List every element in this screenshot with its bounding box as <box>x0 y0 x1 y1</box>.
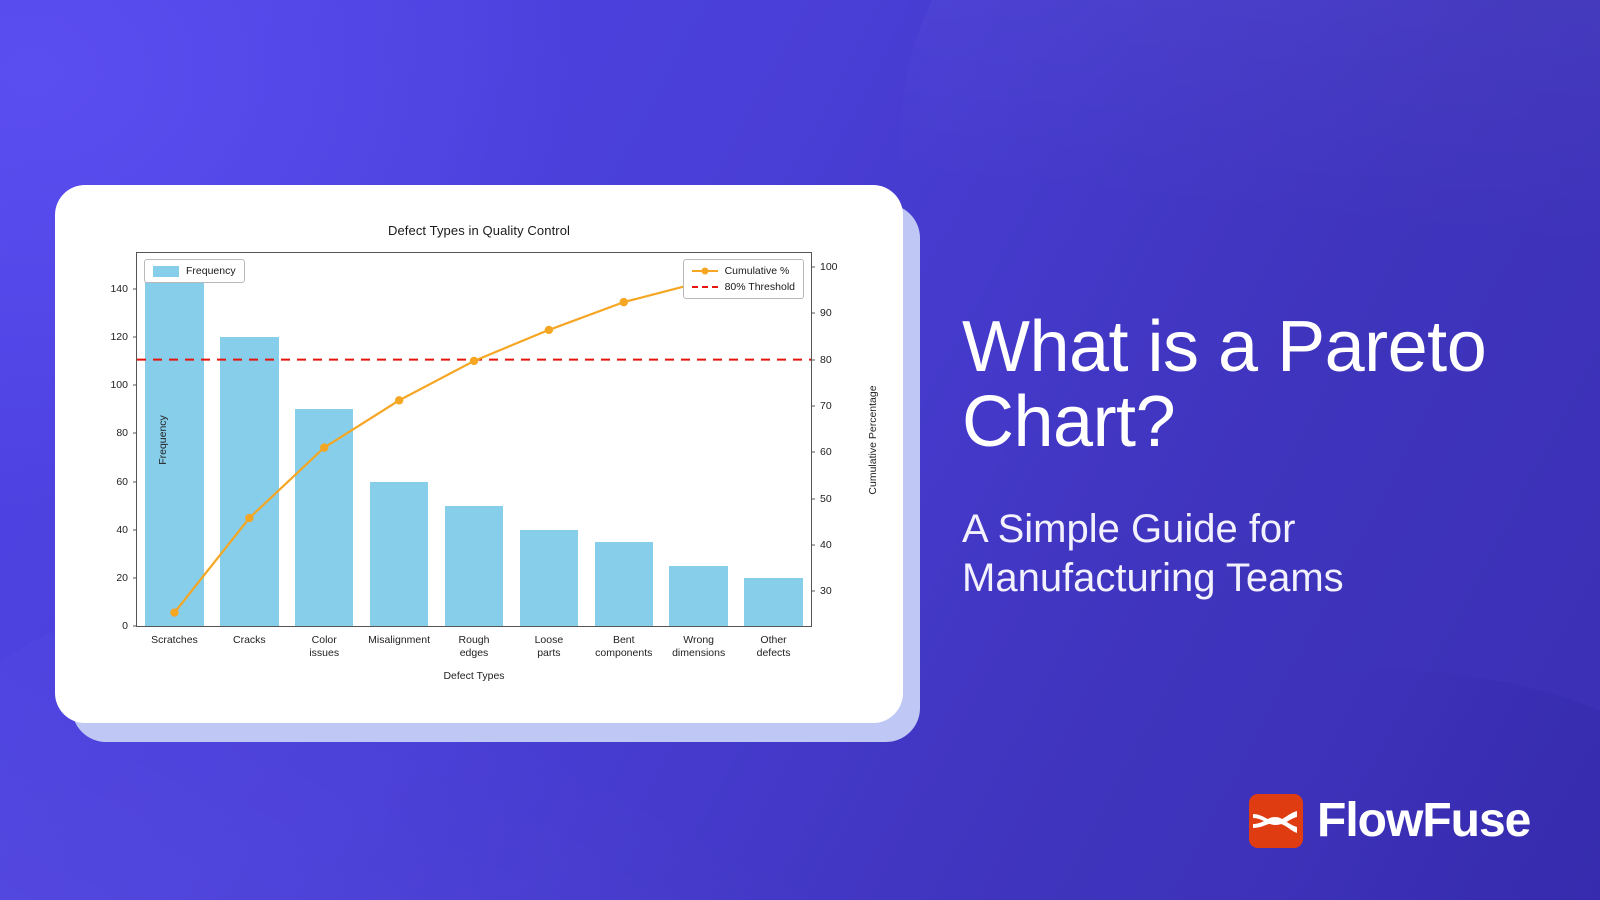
x-tick-cracks: Cracks <box>232 634 266 646</box>
background-swoosh-corner <box>1000 670 1600 900</box>
x-tick-other-defects: Other defects <box>756 634 791 660</box>
y-tick-right-70: 70 <box>811 400 832 412</box>
y-tick-left-40: 40 <box>116 524 137 536</box>
cumulative-point-4 <box>469 356 479 366</box>
y-tick-right-60: 60 <box>811 446 832 458</box>
y-axis-label-right: Cumulative Percentage <box>867 384 879 495</box>
chart-card: Defect Types in Quality Control Frequenc… <box>55 185 903 723</box>
y-tick-left-20: 20 <box>116 572 137 584</box>
cumulative-line <box>173 265 774 614</box>
y-tick-left-120: 120 <box>110 331 137 343</box>
legend-item-threshold: 80% Threshold <box>691 281 795 293</box>
bar-misalignment <box>369 481 429 626</box>
y-tick-left-0: 0 <box>122 620 137 632</box>
y-tick-left-140: 140 <box>110 283 137 295</box>
legend-item-frequency: Frequency <box>153 265 236 277</box>
chart-overlay <box>137 262 811 617</box>
flowfuse-logo: FlowFuse <box>1249 794 1531 848</box>
legend-frequency: Frequency <box>144 259 245 283</box>
cumulative-point-5 <box>544 325 554 335</box>
bar-wrong-dimensions <box>669 565 728 626</box>
plot-area: Frequency Cumulative Percentage Defect T… <box>110 252 879 682</box>
x-axis-label: Defect Types <box>443 670 505 682</box>
cumulative-point-0 <box>170 608 179 617</box>
legend-cumulative: Cumulative % 80% Threshold <box>682 259 804 299</box>
page-title: What is a Pareto Chart? <box>962 307 1487 462</box>
dashed-line-swatch-icon <box>691 282 718 293</box>
y-tick-left-80: 80 <box>116 427 137 439</box>
x-tick-loose-parts: Loose parts <box>534 634 564 660</box>
y-tick-right-50: 50 <box>811 493 832 505</box>
line-swatch-icon <box>691 266 718 277</box>
y-tick-right-30: 30 <box>811 585 832 597</box>
cumulative-point-2 <box>320 443 329 452</box>
page-subtitle: A Simple Guide for Manufacturing Teams <box>962 507 1344 600</box>
cumulative-point-1 <box>245 513 254 523</box>
bar-swatch-icon <box>153 265 179 277</box>
legend-label-threshold: 80% Threshold <box>724 281 795 293</box>
bar-rough-edges <box>444 505 504 626</box>
x-tick-wrong-dimensions: Wrong dimensions <box>672 634 726 660</box>
y-tick-right-80: 80 <box>811 354 832 366</box>
bar-cracks <box>220 337 279 626</box>
bar-other-defects <box>744 577 803 626</box>
cumulative-point-3 <box>394 396 404 405</box>
bar-loose-parts <box>519 529 579 626</box>
x-tick-bent-components: Bent components <box>595 634 653 660</box>
y-tick-right-90: 90 <box>811 307 832 319</box>
x-tick-scratches: Scratches <box>151 634 198 646</box>
x-tick-color-issues: Color issues <box>309 634 340 660</box>
bar-scratches <box>145 265 204 626</box>
y-tick-right-100: 100 <box>811 261 838 273</box>
x-tick-misalignment: Misalignment <box>368 634 431 646</box>
chart-title: Defect Types in Quality Control <box>387 223 571 238</box>
flowfuse-mark-icon <box>1249 794 1303 848</box>
y-tick-left-60: 60 <box>116 476 137 488</box>
bar-bent-components <box>594 541 653 626</box>
y-tick-right-40: 40 <box>811 539 832 551</box>
y-tick-left-100: 100 <box>110 379 137 391</box>
cumulative-point-6 <box>619 297 628 307</box>
legend-label-cumulative: Cumulative % <box>724 265 790 277</box>
y-axis-label-left: Frequency <box>157 414 169 465</box>
flowfuse-wordmark: FlowFuse <box>1317 794 1531 847</box>
pareto-figure: Defect Types in Quality Control Frequenc… <box>55 185 903 723</box>
legend-label-frequency: Frequency <box>186 265 236 277</box>
legend-item-cumulative: Cumulative % <box>691 265 795 277</box>
plot-inner <box>137 253 811 626</box>
x-tick-rough-edges: Rough edges <box>458 634 490 660</box>
